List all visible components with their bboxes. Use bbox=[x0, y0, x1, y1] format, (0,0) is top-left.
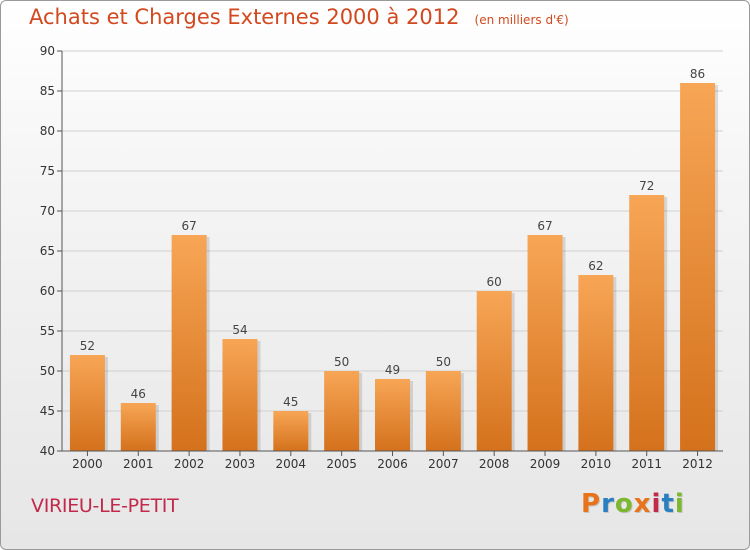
bar-value-label: 45 bbox=[283, 395, 298, 409]
brand-letter: r bbox=[601, 489, 615, 519]
bar bbox=[324, 371, 360, 451]
y-tick-label: 45 bbox=[40, 404, 55, 418]
bar-value-label: 46 bbox=[131, 387, 146, 401]
x-tick-label: 2005 bbox=[326, 457, 357, 471]
brand-logo: Proxiti bbox=[581, 489, 685, 519]
x-tick-label: 2001 bbox=[123, 457, 154, 471]
x-tick-label: 2010 bbox=[581, 457, 612, 471]
brand-letter: i bbox=[651, 489, 662, 519]
y-tick-label: 75 bbox=[40, 164, 55, 178]
x-tick-label: 2008 bbox=[479, 457, 510, 471]
brand-letter: o bbox=[614, 489, 634, 519]
y-tick-label: 40 bbox=[40, 444, 55, 458]
bar bbox=[578, 275, 614, 451]
bar-value-label: 72 bbox=[639, 179, 654, 193]
y-tick-label: 65 bbox=[40, 244, 55, 258]
bar bbox=[273, 411, 309, 451]
bar-value-label: 86 bbox=[690, 67, 705, 81]
bar bbox=[375, 379, 410, 451]
bar-value-label: 67 bbox=[181, 219, 196, 233]
bar-value-label: 52 bbox=[80, 339, 95, 353]
y-tick-label: 90 bbox=[40, 44, 55, 58]
bar bbox=[527, 235, 563, 451]
brand-letter: t bbox=[661, 489, 675, 519]
bar-value-label: 67 bbox=[537, 219, 552, 233]
x-tick-label: 2004 bbox=[276, 457, 307, 471]
axis-layer: 40 45 50 55 60 65 70 75 80 85 90 2000 2001 2002 2003 20… bbox=[40, 44, 723, 471]
x-tick-label: 2002 bbox=[174, 457, 205, 471]
brand-letter: i bbox=[674, 489, 685, 519]
bar-value-label: 54 bbox=[232, 323, 247, 337]
x-tick-label: 2009 bbox=[530, 457, 561, 471]
bars-layer: 52 46 67 54 45 50 49 50 60 67 62 72 86 bbox=[69, 67, 719, 451]
bar bbox=[476, 291, 512, 451]
y-tick-label: 50 bbox=[40, 364, 55, 378]
bar bbox=[425, 371, 461, 451]
bar bbox=[120, 403, 156, 451]
x-tick-label: 2003 bbox=[225, 457, 256, 471]
chart-title: Achats et Charges Externes 2000 à 2012 bbox=[29, 5, 460, 29]
chart-subtitle: (en milliers d'€) bbox=[474, 13, 569, 27]
title-row: Achats et Charges Externes 2000 à 2012 (… bbox=[29, 5, 569, 29]
bar-value-label: 62 bbox=[588, 259, 603, 273]
y-tick-label: 70 bbox=[40, 204, 55, 218]
brand-letter: x bbox=[633, 489, 652, 519]
y-tick-label: 85 bbox=[40, 84, 55, 98]
x-tick-label: 2000 bbox=[72, 457, 103, 471]
bar bbox=[222, 339, 258, 451]
bar bbox=[171, 235, 207, 451]
bar-value-label: 60 bbox=[487, 275, 502, 289]
x-tick-label: 2007 bbox=[428, 457, 459, 471]
bar bbox=[69, 355, 105, 451]
place-name: VIRIEU-LE-PETIT bbox=[31, 495, 179, 517]
y-tick-label: 80 bbox=[40, 124, 55, 138]
bar-value-label: 50 bbox=[436, 355, 451, 369]
x-tick-label: 2012 bbox=[682, 457, 713, 471]
y-tick-label: 60 bbox=[40, 284, 55, 298]
x-tick-label: 2006 bbox=[377, 457, 408, 471]
brand-letter: P bbox=[581, 489, 602, 519]
bar-value-label: 50 bbox=[334, 355, 349, 369]
bar bbox=[680, 83, 716, 451]
x-tick-label: 2011 bbox=[631, 457, 662, 471]
y-tick-label: 55 bbox=[40, 324, 55, 338]
bar-value-label: 49 bbox=[385, 363, 400, 377]
bar bbox=[629, 195, 665, 451]
